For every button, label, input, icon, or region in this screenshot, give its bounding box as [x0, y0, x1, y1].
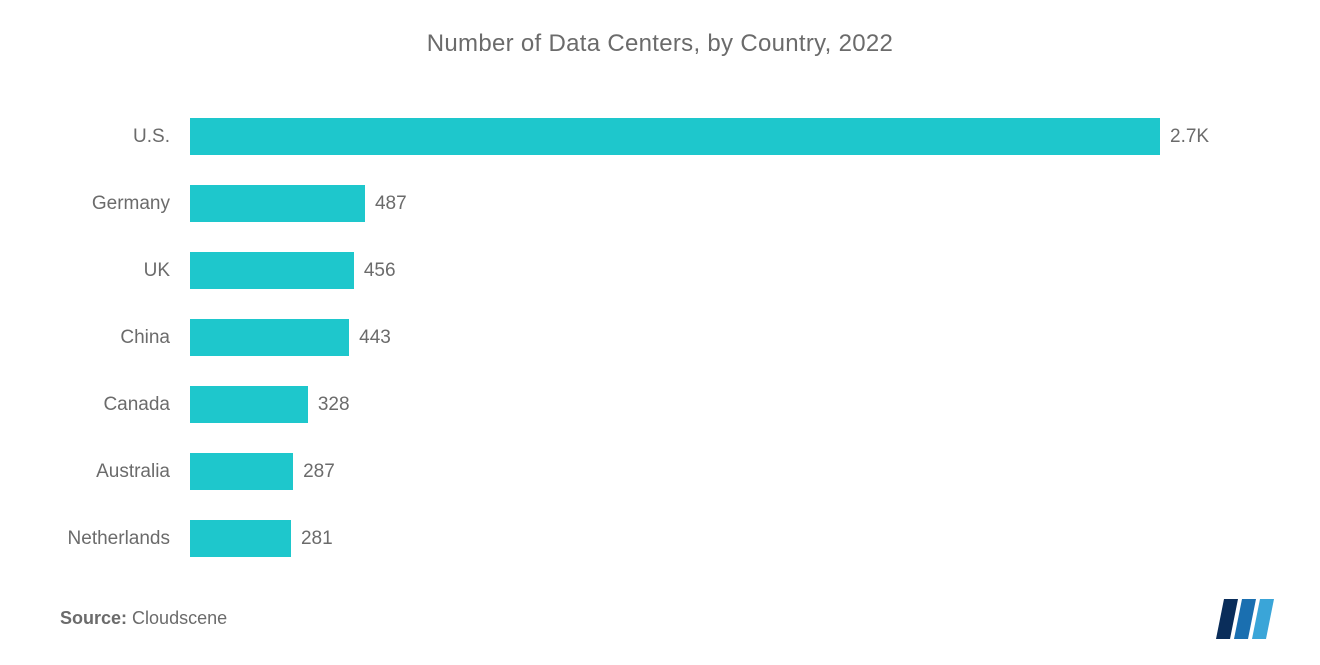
bar-fill — [190, 319, 349, 356]
bar-track: 328 — [190, 386, 1160, 423]
bar-fill — [190, 252, 354, 289]
bar-label: UK — [40, 260, 180, 282]
bar-fill — [190, 453, 293, 490]
source-value: Cloudscene — [132, 608, 227, 628]
bar-track: 443 — [190, 319, 1160, 356]
bar-value: 328 — [318, 394, 350, 416]
bar-label: Germany — [40, 193, 180, 215]
bar-value: 287 — [303, 461, 335, 483]
bar-label: China — [40, 327, 180, 349]
logo-bars-icon — [1216, 599, 1274, 639]
bar-value: 487 — [375, 193, 407, 215]
bar-track: 456 — [190, 252, 1160, 289]
bar-row: Germany 487 — [190, 185, 1160, 222]
bar-label: Netherlands — [40, 528, 180, 550]
bar-row: UK 456 — [190, 252, 1160, 289]
bar-value: 2.7K — [1170, 126, 1209, 148]
bar-fill — [190, 520, 291, 557]
bar-track: 287 — [190, 453, 1160, 490]
bar-value: 281 — [301, 528, 333, 550]
bar-row: Netherlands 281 — [190, 520, 1160, 557]
bar-label: Canada — [40, 394, 180, 416]
source-label: Source: — [60, 608, 127, 628]
bar-fill — [190, 118, 1160, 155]
bar-label: Australia — [40, 461, 180, 483]
bar-row: Canada 328 — [190, 386, 1160, 423]
bar-label: U.S. — [40, 126, 180, 148]
bar-track: 2.7K — [190, 118, 1160, 155]
bar-value: 456 — [364, 260, 396, 282]
bar-fill — [190, 386, 308, 423]
bar-track: 487 — [190, 185, 1160, 222]
bar-value: 443 — [359, 327, 391, 349]
bar-track: 281 — [190, 520, 1160, 557]
bar-row: U.S. 2.7K — [190, 118, 1160, 155]
chart-area: U.S. 2.7K Germany 487 UK 456 China 443 C… — [40, 118, 1280, 557]
bar-fill — [190, 185, 365, 222]
bar-row: China 443 — [190, 319, 1160, 356]
brand-logo — [1216, 599, 1280, 639]
chart-title: Number of Data Centers, by Country, 2022 — [40, 30, 1280, 58]
bar-row: Australia 287 — [190, 453, 1160, 490]
source-attribution: Source: Cloudscene — [60, 608, 227, 629]
